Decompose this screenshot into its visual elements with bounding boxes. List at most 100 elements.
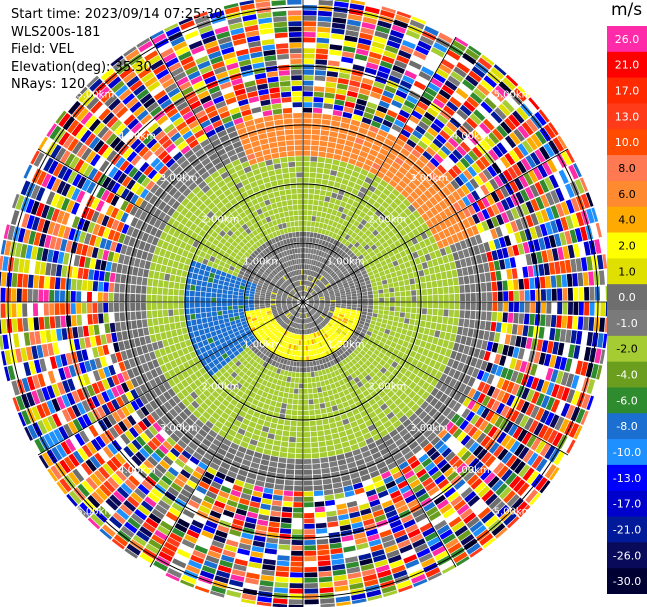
ppi-gate (349, 80, 361, 88)
ppi-gate (410, 284, 416, 291)
ppi-gate (444, 262, 451, 271)
ppi-gate (310, 436, 318, 443)
ppi-gate (230, 371, 238, 379)
ppi-gate (201, 317, 208, 324)
ppi-gate (269, 461, 278, 468)
ppi-gate (524, 302, 530, 313)
ppi-gate (496, 343, 504, 355)
ppi-gate (289, 431, 297, 437)
ppi-gate (303, 426, 310, 432)
ppi-gate (491, 89, 505, 102)
ppi-gate (135, 435, 147, 447)
ppi-gate (257, 401, 265, 408)
ppi-gate (421, 314, 427, 321)
ppi-gate (392, 494, 404, 504)
ppi-gate (467, 266, 474, 275)
ppi-gate (290, 309, 295, 313)
ppi-gate (61, 328, 68, 341)
ppi-gate (218, 429, 228, 438)
ppi-gate (339, 183, 347, 191)
ppi-gate (259, 396, 267, 403)
ppi-gate (255, 406, 263, 413)
ppi-gate (340, 306, 346, 309)
ppi-gate (303, 437, 311, 443)
ppi-gate (322, 279, 327, 284)
ppi-gate (158, 499, 171, 511)
ppi-gate (242, 374, 249, 381)
ppi-gate (343, 344, 349, 350)
ppi-gate (298, 318, 301, 324)
ppi-gate (370, 180, 379, 188)
ppi-gate (335, 302, 341, 304)
ppi-gate (393, 119, 405, 128)
ppi-gate (440, 271, 447, 280)
ppi-gate (290, 315, 294, 321)
ppi-gate (520, 189, 530, 202)
ppi-gate (331, 258, 337, 264)
ppi-gate (249, 302, 254, 305)
ppi-gate (495, 201, 505, 213)
ppi-gate (397, 275, 404, 282)
ppi-gate (469, 236, 478, 246)
ppi-gate (206, 377, 215, 386)
ppi-gate (339, 332, 345, 338)
ppi-gate (336, 88, 347, 96)
ppi-gate (310, 151, 319, 157)
ppi-gate (360, 507, 372, 516)
ppi-gate (377, 490, 389, 499)
ppi-gate (119, 312, 126, 322)
ppi-gate (289, 338, 294, 344)
ppi-gate (92, 281, 99, 292)
ppi-gate (311, 442, 319, 448)
ppi-gate (376, 378, 384, 386)
ppi-gate (317, 26, 331, 33)
ppi-gate (352, 384, 359, 391)
ppi-gate (320, 408, 327, 414)
ppi-gate (531, 391, 540, 405)
ppi-gate (332, 274, 338, 280)
ppi-gate (346, 249, 353, 256)
ppi-gate (327, 521, 339, 528)
ppi-gate (354, 318, 360, 323)
ppi-gate (421, 247, 429, 255)
ppi-gate (297, 421, 303, 427)
ppi-gate (333, 245, 339, 252)
ppi-gate (380, 275, 387, 281)
ppi-gate (211, 307, 217, 312)
ppi-gate (404, 217, 412, 225)
ppi-gate (369, 91, 382, 100)
ppi-gate (167, 486, 180, 497)
ppi-gate (375, 386, 383, 394)
ppi-gate (273, 489, 284, 496)
ppi-gate (111, 538, 125, 550)
ppi-gate (387, 278, 393, 284)
ppi-gate (401, 104, 413, 114)
ppi-gate (309, 232, 314, 238)
ppi-gate (200, 302, 206, 308)
ppi-gate (241, 366, 249, 374)
ppi-gate (211, 425, 221, 434)
ppi-gate (367, 386, 375, 394)
ppi-gate (392, 419, 402, 429)
ppi-gate (335, 448, 344, 456)
ppi-gate (417, 388, 426, 397)
ppi-gate (403, 554, 418, 564)
ppi-gate (340, 225, 346, 232)
ppi-gate (457, 344, 465, 353)
ppi-gate (420, 203, 430, 213)
ppi-gate (282, 323, 287, 329)
ppi-gate (249, 501, 261, 508)
ppi-gate (596, 364, 603, 380)
ppi-gate (258, 436, 267, 443)
ppi-gate (249, 372, 256, 379)
ppi-gate (304, 285, 306, 291)
ppi-gate (387, 554, 402, 564)
ppi-gate (322, 258, 328, 264)
ppi-gate (315, 216, 321, 223)
ppi-gate (465, 411, 476, 422)
ppi-gate (332, 109, 343, 117)
ppi-gate (306, 356, 310, 362)
ppi-gate (320, 257, 325, 263)
ppi-gate (344, 556, 359, 564)
ppi-gate (480, 407, 491, 419)
